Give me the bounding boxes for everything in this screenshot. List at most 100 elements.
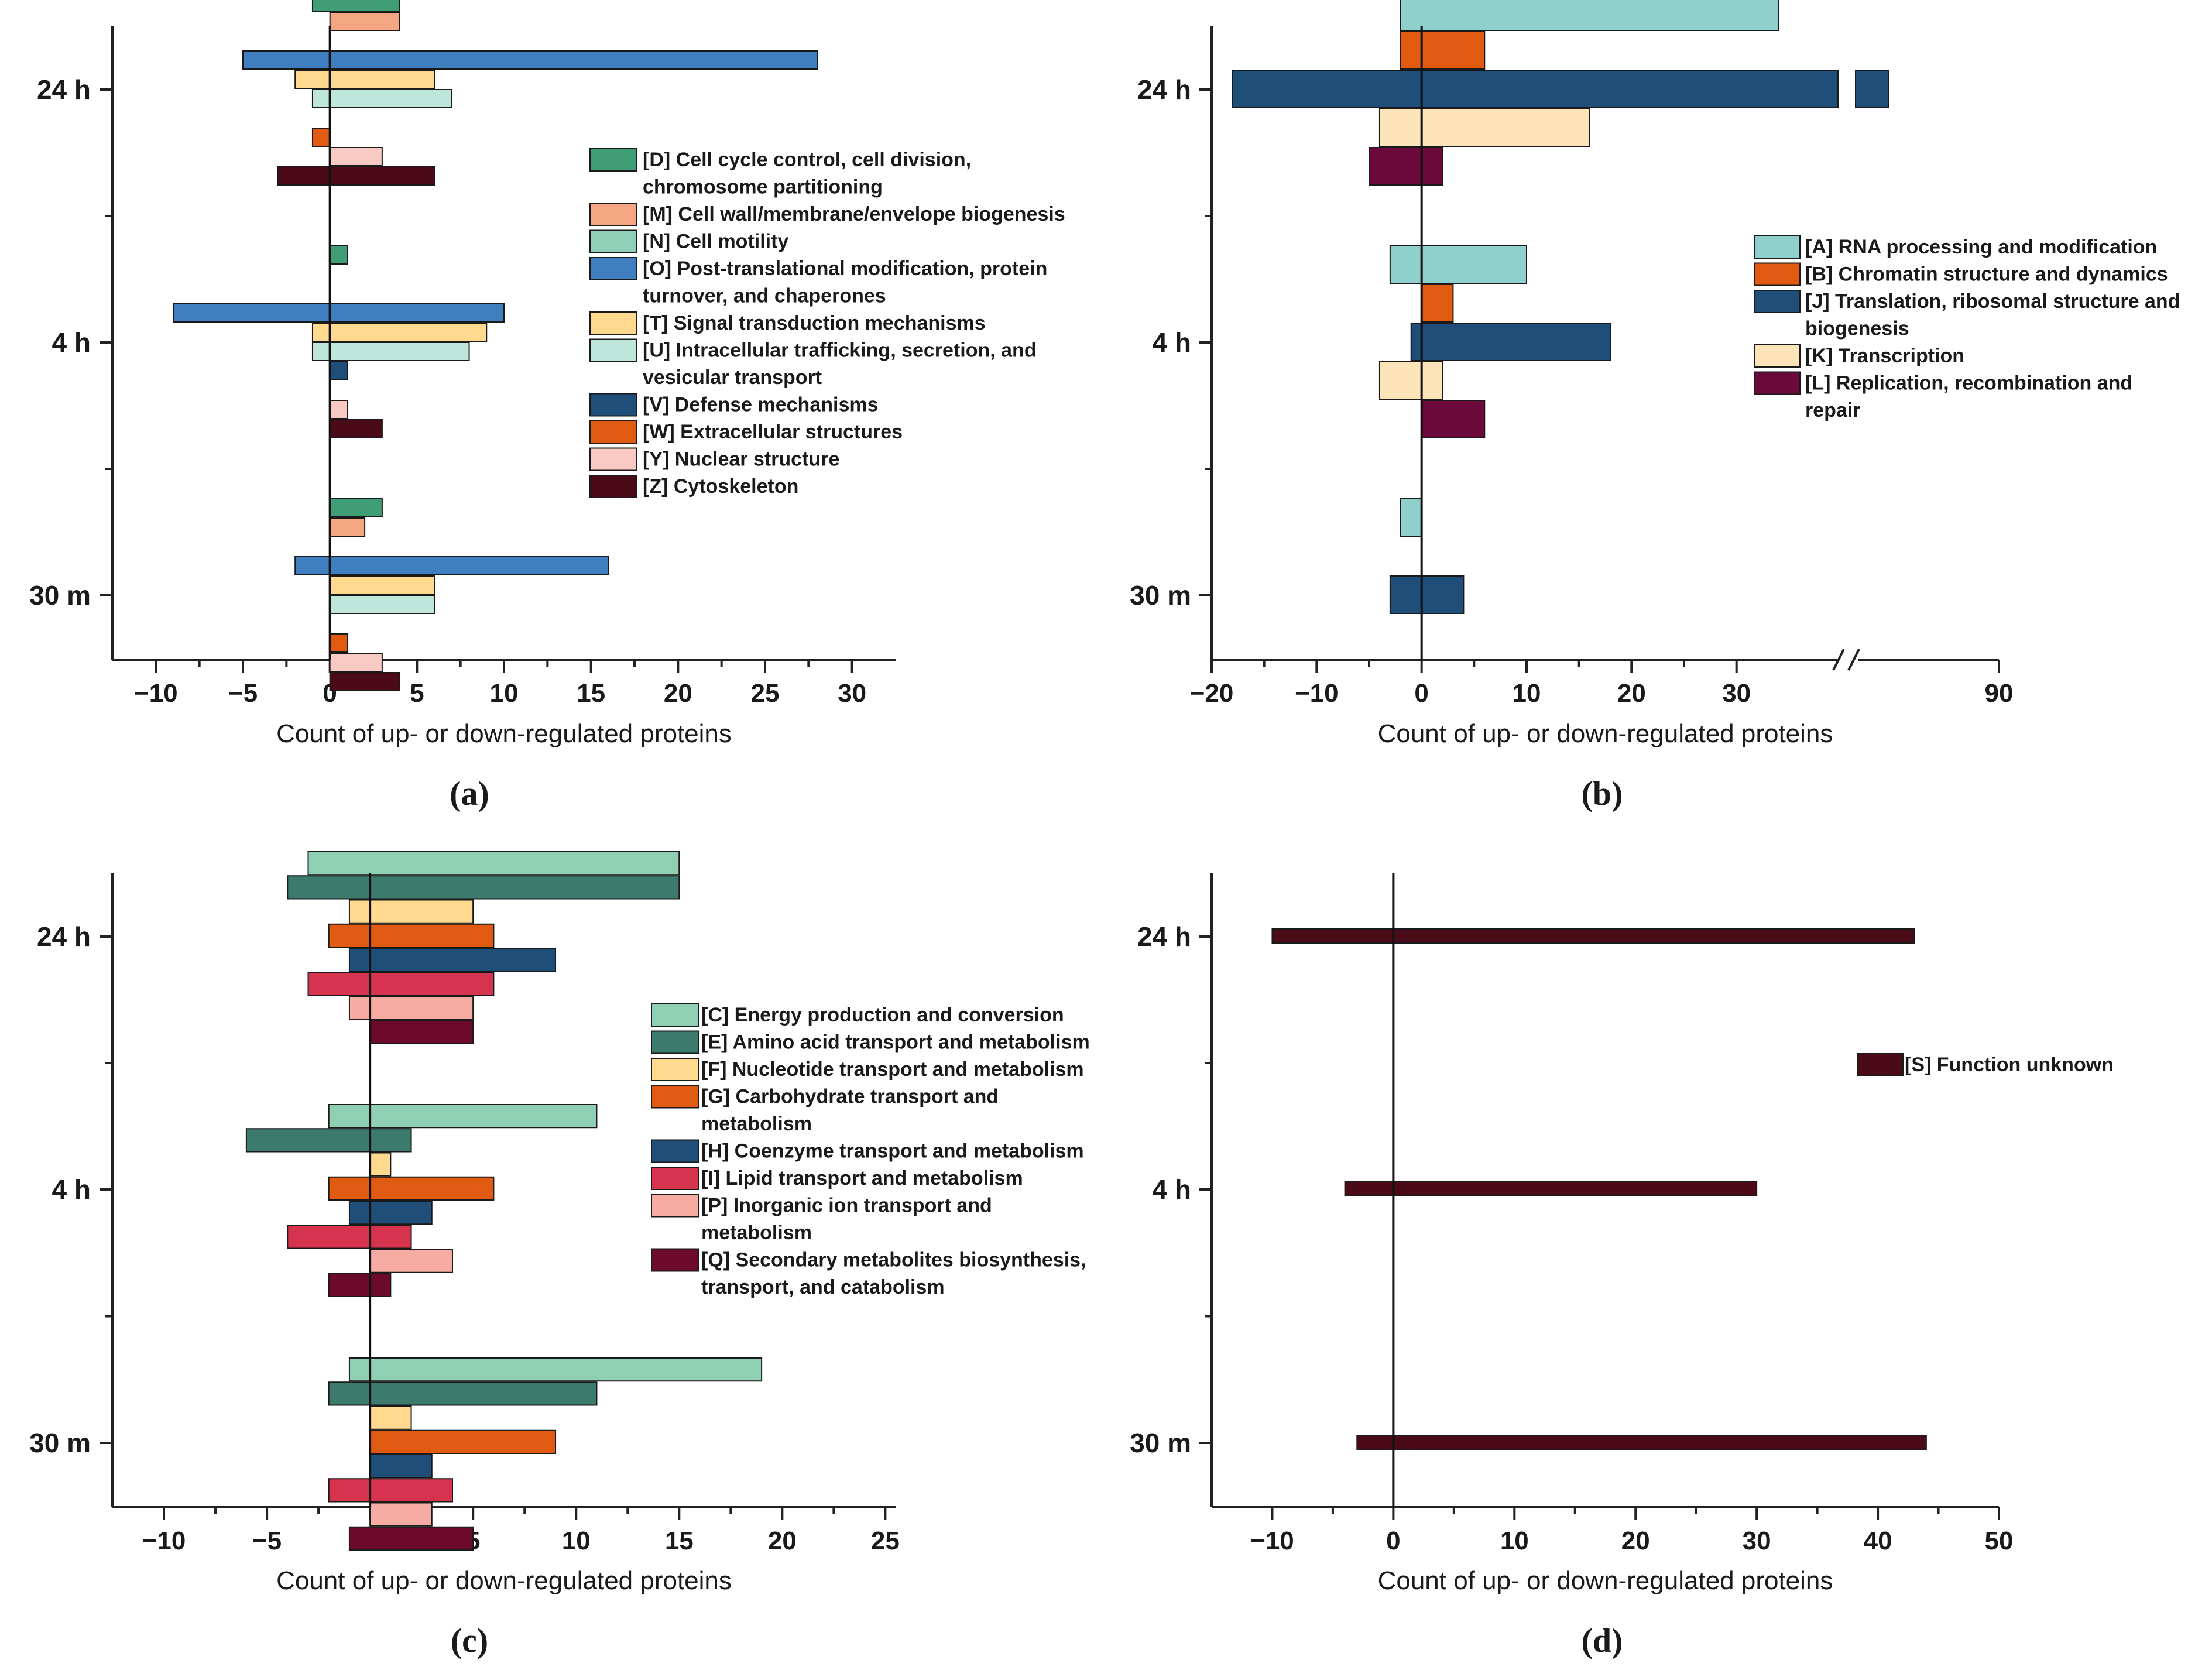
bar — [242, 50, 818, 70]
bar — [311, 342, 470, 361]
y-tick-label: 30 m — [1130, 1428, 1191, 1458]
bar — [1400, 498, 1422, 537]
x-tick-label: −20 — [1190, 679, 1234, 708]
legend-swatch — [651, 1248, 699, 1272]
bar — [294, 70, 435, 89]
legend: [S] Function unknown — [1857, 1053, 2114, 1076]
legend-label-line: [M] Cell wall/membrane/envelope biogenes… — [643, 203, 1065, 225]
legend-label-line: [U] Intracellular trafficking, secretion… — [643, 340, 1037, 362]
legend-label: [Q] Secondary metabolites biosynthesis, t… — [701, 1249, 1086, 1299]
legend-swatch — [651, 1139, 699, 1163]
legend-label-line: biogenesis — [1805, 318, 1909, 340]
x-axis-label: Count of up- or down-regulated proteins — [276, 1566, 732, 1595]
bar — [348, 1526, 474, 1551]
legend-label: [H] Coenzyme transport and metabolism — [701, 1140, 1084, 1163]
legend-swatch — [651, 1085, 699, 1109]
x-tick-label: 0 — [1414, 679, 1428, 708]
legend-label: [T] Signal transduction mechanisms — [643, 312, 986, 334]
legend-label-line: [W] Extracellular structures — [643, 421, 903, 443]
bar — [329, 498, 383, 517]
legend-label: [M] Cell wall/membrane/envelope biogenes… — [643, 203, 1065, 225]
x-tick-label: 90 — [1985, 679, 2014, 708]
legend-swatch — [589, 229, 637, 253]
bar — [1389, 245, 1528, 284]
legend-label-line: [F] Nucleotide transport and metabolism — [701, 1058, 1084, 1081]
bar — [369, 1020, 474, 1044]
legend-label-line: [Y] Nuclear structure — [643, 448, 839, 471]
legend-label: [Z] Cytoskeleton — [643, 475, 798, 498]
bar — [328, 923, 495, 948]
legend-swatch — [651, 1030, 699, 1054]
bar — [328, 1104, 598, 1129]
bar — [329, 361, 348, 380]
legend-label: [S] Function unknown — [1905, 1054, 2114, 1076]
bar — [1400, 31, 1486, 70]
panel-4: 24 h 4 h 30 m −10 0 10 20 30 40 50 [S] Function un… — [1130, 873, 2114, 1659]
bar — [329, 419, 383, 438]
y-tick-label: 4 h — [1153, 327, 1191, 358]
bar — [1410, 323, 1611, 361]
x-tick-label: −10 — [1250, 1527, 1294, 1555]
bar — [1421, 284, 1454, 323]
legend-label-line: [B] Chromatin structure and dynamics — [1805, 263, 2168, 286]
bar — [329, 400, 348, 419]
panel-label: (c) — [451, 1621, 488, 1659]
legend-label-line: vesicular transport — [643, 366, 822, 389]
bar — [329, 595, 435, 614]
x-axis-label: Count of up- or down-regulated proteins — [276, 719, 732, 748]
x-tick-label: 20 — [664, 679, 692, 708]
panel-label: (d) — [1582, 1621, 1623, 1659]
legend-swatch — [589, 420, 637, 444]
legend-swatch — [1754, 235, 1801, 259]
x-tick-label: −5 — [252, 1527, 282, 1555]
legend-swatch — [589, 338, 637, 362]
legend-label: [L] Replication, recombination and repair — [1805, 372, 2132, 422]
bar — [369, 1454, 433, 1479]
legend-label: [E] Amino acid transport and metabolism — [701, 1031, 1090, 1054]
y-tick-label: 24 h — [1137, 74, 1191, 105]
bar — [311, 89, 452, 108]
legend-label-line: [N] Cell motility — [643, 231, 788, 253]
bar — [1369, 147, 1443, 186]
bar — [1400, 0, 1779, 31]
legend-label: [K] Transcription — [1805, 345, 1964, 367]
legend-label: [J] Translation, ribosomal structure and… — [1805, 290, 2180, 340]
legend-label-line: [H] Coenzyme transport and metabolism — [701, 1140, 1084, 1163]
y-tick-label: 24 h — [37, 74, 91, 105]
legend-label-line: [K] Transcription — [1805, 345, 1964, 367]
x-tick-label: 10 — [562, 1527, 591, 1555]
x-tick-label: 20 — [768, 1527, 797, 1555]
y-tick-label: 24 h — [1137, 921, 1191, 952]
legend-label-line: turnover, and chaperones — [643, 285, 886, 307]
x-axis-label: Count of up- or down-regulated proteins — [1378, 719, 1833, 748]
bar — [348, 996, 474, 1020]
panel-label: (a) — [450, 774, 489, 812]
legend: [A] RNA processing and modification [B] C… — [1754, 235, 2180, 422]
legend-label-line: [S] Function unknown — [1905, 1054, 2114, 1076]
legend-label-line: [A] RNA processing and modification — [1805, 236, 2157, 258]
legend-label: [N] Cell motility — [643, 231, 788, 253]
x-tick-label: 25 — [751, 679, 780, 708]
legend-label: [I] Lipid transport and metabolism — [701, 1167, 1023, 1189]
bar — [329, 653, 383, 672]
legend-label-line: [D] Cell cycle control, cell division, — [643, 149, 971, 171]
bar — [1271, 928, 1915, 944]
legend-swatch — [589, 148, 637, 172]
y-tick-label: 30 m — [29, 1428, 91, 1458]
bar — [328, 1273, 392, 1297]
legend-label-line: transport, and catabolism — [701, 1276, 945, 1298]
legend-swatch — [1754, 371, 1801, 395]
legend-label: [O] Post-translational modification, pro… — [643, 258, 1047, 307]
bar — [307, 851, 680, 876]
legend-swatch — [589, 203, 637, 226]
legend-label: [W] Extracellular structures — [643, 421, 903, 443]
bar — [348, 899, 474, 924]
bar — [329, 245, 348, 265]
legend-label: [D] Cell cycle control, cell division, ch… — [643, 149, 971, 198]
bar — [329, 633, 348, 653]
legend-label: [U] Intracellular trafficking, secretion… — [643, 340, 1037, 389]
bar — [329, 575, 435, 595]
bar — [307, 972, 495, 996]
legend-label-line: [Q] Secondary metabolites biosynthesis, — [701, 1249, 1086, 1271]
